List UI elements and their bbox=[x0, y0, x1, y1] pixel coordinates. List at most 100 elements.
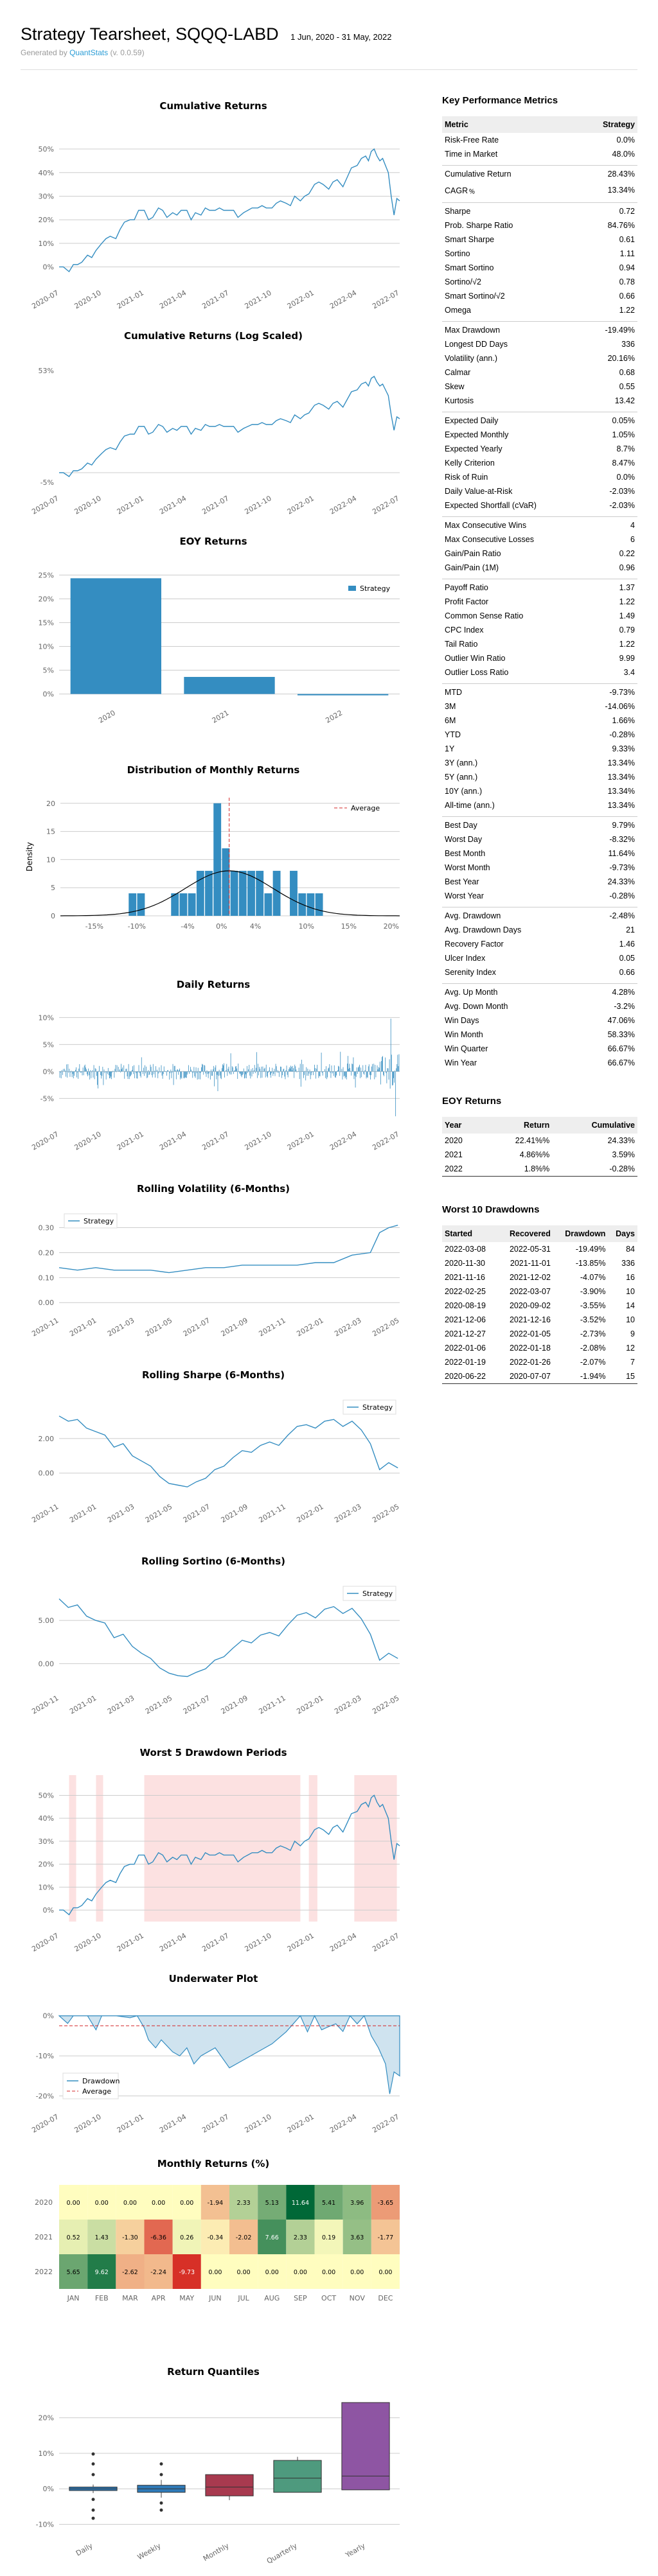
drawdown-cell: -2.07% bbox=[580, 1358, 606, 1367]
y-tick-label: 20 bbox=[46, 800, 55, 808]
heatmap-cell bbox=[144, 2185, 173, 2220]
heatmap-cell-label: -6.36 bbox=[150, 2234, 166, 2241]
eoy-chart: EOY Returns 0% 5% 10% 15% 20% 25% 2020 2021 2022 S… bbox=[21, 530, 406, 759]
drawdown-cell: 2022-05-31 bbox=[509, 1245, 551, 1254]
hist-bar bbox=[129, 893, 137, 916]
metric-name: Max Consecutive Losses bbox=[445, 535, 534, 544]
heatmap-cell bbox=[144, 2254, 173, 2289]
heatmap-year-label: 2020 bbox=[35, 2198, 53, 2207]
heatmap-month-label: MAR bbox=[122, 2294, 138, 2302]
drawdown-col-header: Recovered bbox=[497, 1225, 553, 1242]
x-tick-label: 2021-10 bbox=[243, 288, 272, 310]
heatmap-cell-label: 5.13 bbox=[265, 2200, 279, 2207]
quantstats-link[interactable]: QuantStats bbox=[69, 48, 109, 57]
metric-row: Ulcer Index 0.05 bbox=[442, 951, 637, 965]
metric-value: 84.76% bbox=[607, 221, 635, 230]
chart-title: Rolling Sortino (6-Months) bbox=[141, 1555, 285, 1567]
eoy-row: 2021 4.86%% 3.59% bbox=[442, 1148, 637, 1162]
metric-name: Gain/Pain (1M) bbox=[445, 563, 499, 572]
heatmap-cell bbox=[314, 2220, 343, 2254]
y-tick-label: 10% bbox=[39, 643, 54, 651]
x-tick-label: -10% bbox=[128, 922, 146, 931]
x-tick-label: 15% bbox=[341, 922, 357, 931]
drawdown-row: 2021-12-27 2022-01-05 -2.73% 9 bbox=[442, 1327, 637, 1341]
metric-name: Expected Shortfall (cVaR) bbox=[445, 501, 537, 510]
eoy-cell: 22.41%% bbox=[515, 1136, 550, 1145]
tables-column: Key Performance Metrics Metric Strategy R… bbox=[442, 95, 637, 1385]
x-tick-label: 2021-07 bbox=[200, 494, 230, 516]
x-tick-label: Weekly bbox=[136, 2541, 163, 2561]
x-tick-label: 2021-03 bbox=[106, 1502, 136, 1524]
hist-bar bbox=[137, 893, 145, 916]
quantile-box bbox=[341, 2402, 390, 2491]
drawdown-row: 2022-03-08 2022-05-31 -19.49% 84 bbox=[442, 1242, 637, 1256]
legend-label: Strategy bbox=[360, 584, 391, 593]
metric-value: 1.11 bbox=[619, 249, 635, 258]
metric-value: 0.05% bbox=[612, 416, 635, 425]
heatmap-cell bbox=[286, 2254, 315, 2289]
drawdown-cell: 2021-12-06 bbox=[445, 1315, 486, 1324]
metric-row: Longest DD Days 336 bbox=[442, 337, 637, 351]
x-tick-label: 2022-05 bbox=[371, 1502, 400, 1524]
drawdown-cell: -3.52% bbox=[580, 1315, 606, 1324]
drawdown-cell: 2022-01-19 bbox=[445, 1358, 486, 1367]
heatmap-cell-label: 5.65 bbox=[67, 2269, 80, 2276]
metric-name: Sortino bbox=[445, 249, 470, 258]
heatmap-cell bbox=[229, 2185, 258, 2220]
heatmap-cell-label: -2.62 bbox=[122, 2269, 138, 2276]
strategy-col-header: Strategy bbox=[583, 116, 637, 133]
metric-row: Gain/Pain (1M) 0.96 bbox=[442, 561, 637, 575]
heatmap-cell bbox=[258, 2254, 287, 2289]
quantile-outlier bbox=[159, 2462, 163, 2466]
metric-row: Outlier Win Ratio 9.99 bbox=[442, 651, 637, 665]
chart-title: Return Quantiles bbox=[167, 2366, 260, 2378]
y-tick-label: 20% bbox=[39, 1861, 54, 1869]
metric-row: Time in Market 48.0% bbox=[442, 147, 637, 161]
drawdown-row: 2022-02-25 2022-03-07 -3.90% 10 bbox=[442, 1284, 637, 1299]
header-divider bbox=[21, 69, 637, 70]
chart-title: Distribution of Monthly Returns bbox=[127, 764, 300, 776]
heatmap-cell-label: 0.00 bbox=[378, 2269, 392, 2276]
heatmap-month-label: JAN bbox=[67, 2294, 80, 2302]
eoy-bar bbox=[184, 677, 275, 694]
metric-name: Best Year bbox=[445, 877, 479, 886]
hist-bar bbox=[230, 870, 238, 916]
vol-svg: Rolling Volatility (6-Months) 0.00 0.10 0.2… bbox=[30, 1183, 400, 1338]
drawdown-cell: 2022-01-06 bbox=[445, 1344, 486, 1353]
heatmap-cell bbox=[144, 2220, 173, 2254]
drawdowns-table: Started Recovered Drawdown Days 2022-03-08 2… bbox=[442, 1225, 637, 1385]
metric-name: Risk of Ruin bbox=[445, 473, 488, 482]
quantile-outlier bbox=[91, 2516, 95, 2520]
x-tick-label: 2022-07 bbox=[371, 1931, 400, 1953]
monthly-svg: Monthly Returns (%) 2020 0.00 0.00 0.00 0.00 0… bbox=[35, 2158, 400, 2302]
metric-value: 47.06% bbox=[607, 1016, 635, 1025]
x-tick-label: 2022-04 bbox=[328, 1130, 358, 1152]
drawdown-cell: 2020-11-30 bbox=[445, 1259, 486, 1268]
chart-title: EOY Returns bbox=[179, 536, 247, 547]
x-tick-label: 10% bbox=[299, 922, 314, 931]
drawdown-cell: 15 bbox=[626, 1372, 635, 1381]
eoy-row: 2022 1.8%% -0.28% bbox=[442, 1162, 637, 1177]
dd5-chart: Worst 5 Drawdown Periods 0% 10% 20% 30% 40% 50… bbox=[21, 1742, 406, 1968]
heatmap-month-label: JUN bbox=[208, 2294, 222, 2302]
metrics-separator bbox=[442, 979, 637, 985]
eoy-table-title: EOY Returns bbox=[442, 1096, 502, 1107]
chart-title: Worst 5 Drawdown Periods bbox=[140, 1747, 287, 1758]
drawdown-row: 2020-08-19 2020-09-02 -3.55% 14 bbox=[442, 1299, 637, 1313]
metric-row: Worst Year -0.28% bbox=[442, 889, 637, 903]
heatmap-month-label: OCT bbox=[321, 2294, 336, 2302]
chart-title: Underwater Plot bbox=[169, 1973, 258, 1985]
quantile-outlier bbox=[91, 2452, 95, 2456]
heatmap-month-label: NOV bbox=[350, 2294, 366, 2302]
metric-value: 0.94 bbox=[619, 263, 635, 272]
heatmap-cell-label: 0.00 bbox=[67, 2200, 80, 2207]
metric-name: CPC Index bbox=[445, 626, 484, 635]
metric-name: Win Days bbox=[445, 1016, 479, 1025]
y-tick-label: 0% bbox=[43, 2485, 54, 2493]
x-tick-label: 2021-04 bbox=[158, 1130, 188, 1152]
legend-swatch bbox=[348, 586, 356, 591]
eoy-col-header: Cumulative bbox=[552, 1117, 637, 1134]
x-tick-label: Daily bbox=[75, 2541, 94, 2557]
heatmap-cell-label: 5.41 bbox=[322, 2200, 335, 2207]
metric-row: Recovery Factor 1.46 bbox=[442, 937, 637, 951]
